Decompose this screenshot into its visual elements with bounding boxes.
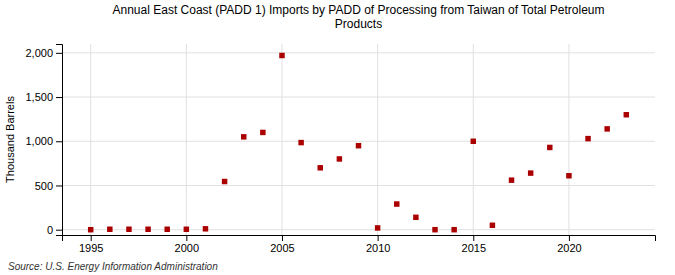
point xyxy=(413,215,418,220)
point xyxy=(164,227,169,232)
point xyxy=(566,173,571,178)
tick-mark xyxy=(56,53,62,54)
source-note: Source: U.S. Energy Information Administ… xyxy=(8,261,218,272)
point xyxy=(88,227,93,232)
tick-label: 1,000 xyxy=(25,135,53,147)
axis-line xyxy=(56,45,63,236)
point xyxy=(107,227,112,232)
grid xyxy=(62,44,655,235)
point xyxy=(451,227,456,232)
tick-label: 0 xyxy=(47,224,53,236)
tick-label: 1995 xyxy=(79,242,103,254)
title-line: Products xyxy=(335,17,382,31)
tick: 2015 xyxy=(462,235,486,254)
title: Annual East Coast (PADD 1) Imports by PA… xyxy=(113,3,605,31)
point xyxy=(375,225,380,230)
tick: 2000 xyxy=(175,235,199,254)
point xyxy=(126,227,131,232)
tick: 2,000 xyxy=(25,47,62,59)
grid-line-y xyxy=(62,97,655,98)
point xyxy=(585,136,590,141)
grid-line-x xyxy=(568,44,569,235)
tick-label: 2000 xyxy=(175,242,199,254)
point xyxy=(509,177,514,182)
tick-label: 2020 xyxy=(557,242,581,254)
tick-mark xyxy=(473,235,474,241)
tick: 1995 xyxy=(79,235,103,254)
point xyxy=(547,145,552,150)
grid-line-x xyxy=(186,44,187,235)
points xyxy=(88,53,629,233)
tick: 2020 xyxy=(557,235,581,254)
tick-mark xyxy=(282,235,283,241)
tick-mark xyxy=(378,235,379,241)
tick-label: 2010 xyxy=(366,242,390,254)
point xyxy=(145,227,150,232)
point xyxy=(203,226,208,231)
grid-line-x xyxy=(281,44,282,235)
tick-mark xyxy=(186,235,187,241)
tick-label: 2005 xyxy=(270,242,294,254)
tick-mark xyxy=(56,185,62,186)
tick-mark xyxy=(56,141,62,142)
tick: 1,000 xyxy=(25,135,62,147)
grid-line-y xyxy=(62,185,655,186)
tick: 500 xyxy=(35,180,62,192)
tick: 1,500 xyxy=(25,91,62,103)
x-axis: 1995 2000 2005 2010 2015 2020 xyxy=(63,235,656,254)
point xyxy=(356,143,361,148)
point xyxy=(490,223,495,228)
tick-mark xyxy=(569,235,570,241)
tick-mark xyxy=(56,97,62,98)
grid-line-y xyxy=(62,52,655,53)
tick: 2005 xyxy=(270,235,294,254)
chart: 1995 2000 2005 2010 2015 2020 0 500 1,000 1,500 2,… xyxy=(0,0,675,275)
tick-mark xyxy=(56,230,62,231)
y-axis: 0 500 1,000 1,500 2,000 xyxy=(25,45,62,236)
title-line: Annual East Coast (PADD 1) Imports by PA… xyxy=(113,3,605,17)
tick-mark xyxy=(91,235,92,241)
point xyxy=(604,126,609,131)
tick-label: 2,000 xyxy=(25,47,53,59)
point xyxy=(260,130,265,135)
y-axis-label: Thousand Barrels xyxy=(4,96,16,183)
point xyxy=(394,201,399,206)
grid-line-y xyxy=(62,229,655,230)
tick: 0 xyxy=(47,224,62,236)
grid-line-y xyxy=(62,141,655,142)
point xyxy=(298,140,303,145)
point xyxy=(241,134,246,139)
grid-line-x xyxy=(90,44,91,235)
point xyxy=(471,139,476,144)
point xyxy=(222,179,227,184)
tick-label: 500 xyxy=(35,180,53,192)
tick-label: 2015 xyxy=(462,242,486,254)
point xyxy=(624,112,629,117)
point xyxy=(337,156,342,161)
point xyxy=(184,227,189,232)
axis-line xyxy=(63,236,656,242)
point xyxy=(318,165,323,170)
point xyxy=(432,227,437,232)
grid-line-x xyxy=(377,44,378,235)
tick: 2010 xyxy=(366,235,390,254)
point xyxy=(528,170,533,175)
point xyxy=(279,53,284,58)
plot-area: 1995 2000 2005 2010 2015 2020 0 500 1,000 1,500 2,… xyxy=(25,44,655,254)
tick-label: 1,500 xyxy=(25,91,53,103)
